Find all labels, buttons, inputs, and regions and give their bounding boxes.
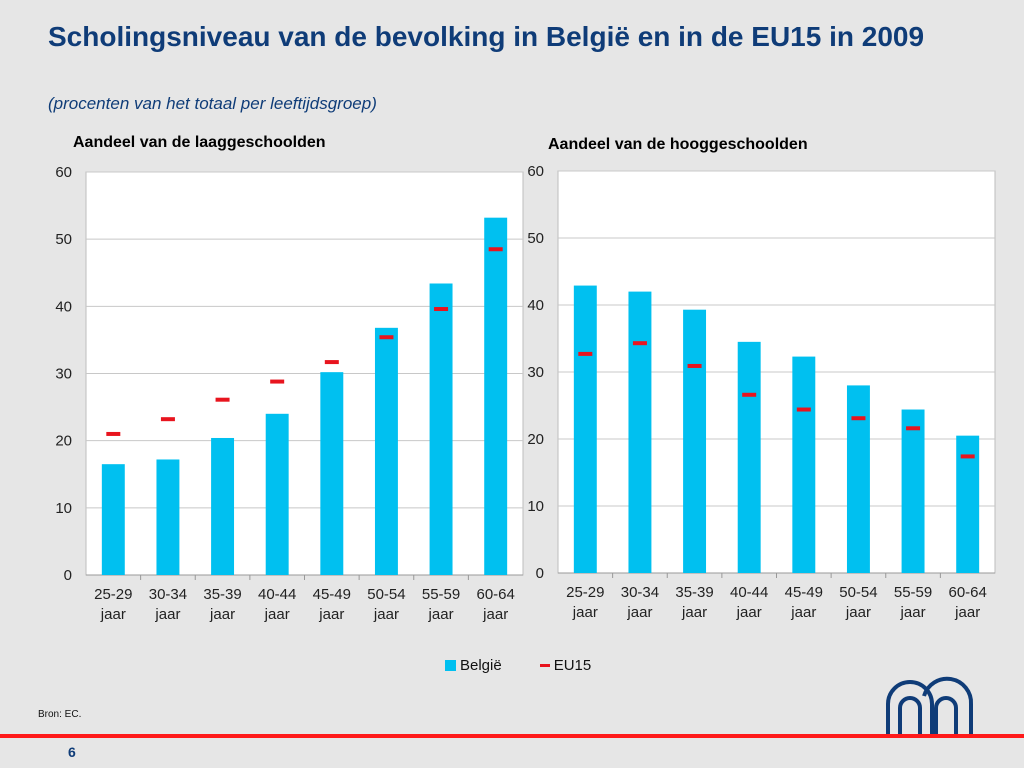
y-tick-label: 50 — [527, 230, 544, 247]
x-tick-label: 40-44 jaar — [730, 584, 768, 621]
bar-belgium — [901, 409, 925, 573]
y-tick-label: 60 — [527, 163, 544, 180]
x-tick-label: 55-59 jaar — [894, 584, 932, 621]
x-tick-label: 25-29 jaar — [566, 584, 604, 621]
legend-swatch-eu15 — [539, 664, 550, 667]
bar-belgium — [683, 309, 707, 573]
y-tick-label: 10 — [527, 498, 544, 515]
bar-belgium — [320, 372, 344, 575]
chart-title-low-educated: Aandeel van de laaggeschoolden — [73, 134, 326, 151]
y-tick-label: 60 — [55, 164, 72, 181]
x-tick-label: 45-49 jaar — [313, 586, 351, 623]
y-tick-label: 20 — [527, 431, 544, 448]
bar-belgium — [628, 291, 652, 573]
y-tick-label: 0 — [64, 567, 72, 584]
y-tick-label: 20 — [55, 433, 72, 450]
bank-logo-icon — [886, 676, 974, 734]
bar-belgium — [846, 385, 870, 573]
x-tick-label: 60-64 jaar — [477, 586, 515, 623]
bar-belgium — [211, 437, 235, 575]
legend-item-belgium: België — [445, 657, 502, 674]
page-number: 6 — [68, 744, 76, 760]
x-tick-label: 50-54 jaar — [839, 584, 877, 621]
bar-belgium — [374, 327, 398, 575]
footer-rule — [0, 734, 1024, 738]
x-tick-label: 60-64 jaar — [949, 584, 987, 621]
bar-belgium — [573, 285, 597, 573]
source-note: Bron: EC. — [38, 709, 82, 720]
chart-title-high-educated: Aandeel van de hooggeschoolden — [548, 136, 808, 153]
bar-belgium — [737, 341, 761, 573]
x-tick-label: 35-39 jaar — [675, 584, 713, 621]
y-tick-label: 0 — [536, 565, 544, 582]
x-tick-label: 35-39 jaar — [203, 586, 241, 623]
y-tick-label: 10 — [55, 500, 72, 517]
bar-belgium — [484, 217, 508, 575]
x-tick-label: 30-34 jaar — [149, 586, 187, 623]
bar-belgium — [101, 464, 125, 575]
x-tick-label: 50-54 jaar — [367, 586, 405, 623]
chart-low-educated: 0 10 20 30 40 50 60 25-29 jaar 30-34 jaar 35-39 jaar… — [55, 164, 524, 623]
y-tick-label: 40 — [55, 298, 72, 315]
bar-belgium — [956, 435, 980, 573]
page-title: Scholingsniveau van de bevolking in Belg… — [48, 21, 925, 52]
bar-belgium — [792, 356, 816, 573]
y-tick-label: 40 — [527, 297, 544, 314]
x-tick-label: 45-49 jaar — [785, 584, 823, 621]
legend-label-eu15: EU15 — [553, 657, 592, 674]
x-tick-label: 40-44 jaar — [258, 586, 296, 623]
y-tick-label: 50 — [55, 231, 72, 248]
legend-swatch-belgium — [445, 660, 456, 671]
x-tick-label: 30-34 jaar — [621, 584, 659, 621]
bar-belgium — [156, 459, 180, 575]
legend-item-eu15: EU15 — [539, 657, 592, 674]
y-tick-label: 30 — [527, 364, 544, 381]
page-subtitle: (procenten van het totaal per leeftijdsg… — [48, 94, 377, 113]
chart-high-educated: 0 10 20 30 40 50 60 25-29 jaar 30-34 jaar 35-39 jaar… — [527, 163, 996, 621]
x-tick-label: 25-29 jaar — [94, 586, 132, 623]
x-tick-label: 55-59 jaar — [422, 586, 460, 623]
chart-legend: België EU15 — [445, 657, 629, 674]
bar-belgium — [429, 283, 453, 575]
bar-belgium — [265, 413, 289, 575]
y-tick-label: 30 — [55, 366, 72, 383]
legend-label-belgium: België — [460, 657, 502, 674]
